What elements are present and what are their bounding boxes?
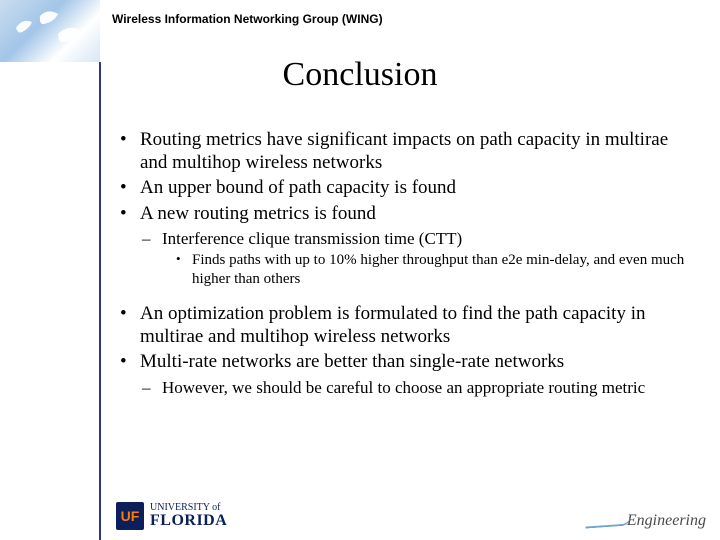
header-logo [0, 0, 100, 62]
swoosh-icon [585, 515, 632, 528]
bullet-l1: A new routing metrics is found [118, 202, 698, 225]
bullet-l1: An optimization problem is formulated to… [118, 302, 698, 348]
bullet-gap [118, 290, 698, 302]
page-title: Conclusion [0, 56, 720, 94]
bullet-l1: Multi-rate networks are better than sing… [118, 350, 698, 373]
bullet-l3: Finds paths with up to 10% higher throug… [174, 251, 698, 288]
bullet-l2: However, we should be careful to choose … [140, 378, 698, 399]
footer-left-logo: UF UNIVERSITY of FLORIDA [116, 502, 227, 530]
footer-right-logo: Engineering [585, 512, 706, 530]
header-group-label: Wireless Information Networking Group (W… [112, 12, 383, 26]
bullet-list: Routing metrics have significant impacts… [118, 128, 698, 398]
slide: Wireless Information Networking Group (W… [0, 0, 720, 540]
vertical-divider [99, 62, 101, 540]
bullet-l1: An upper bound of path capacity is found [118, 176, 698, 199]
bullet-l1: Routing metrics have significant impacts… [118, 128, 698, 174]
uf-text: UNIVERSITY of FLORIDA [150, 503, 227, 529]
bullet-l2: Interference clique transmission time (C… [140, 229, 698, 250]
doves-icon [6, 8, 94, 58]
uf-badge-icon: UF [116, 502, 144, 530]
engineering-label: Engineering [627, 512, 706, 529]
content-body: Routing metrics have significant impacts… [118, 128, 698, 400]
uf-line2: FLORIDA [150, 513, 227, 529]
